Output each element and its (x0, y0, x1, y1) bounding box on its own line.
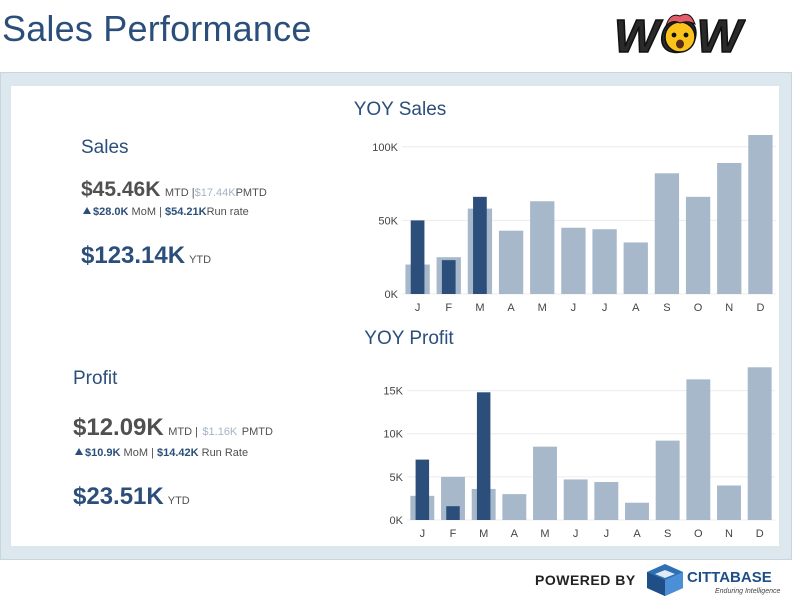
bar-prior-year (561, 227, 586, 294)
sales-ytd-value: $123.14K (81, 242, 186, 269)
bar-prior-year (685, 196, 711, 294)
bar-prior-year (502, 494, 527, 520)
x-tick-label: M (540, 528, 549, 540)
profit-ytd-value: $23.51K (73, 483, 164, 510)
profit-run-rate-value: $14.42K (156, 447, 199, 459)
y-tick-label: 15K (383, 386, 403, 398)
bar-prior-year (498, 230, 524, 294)
sales-pmtd-value: $17.44K (194, 187, 236, 199)
x-tick-label: M (475, 302, 484, 314)
sales-mom-row: $28.0K MoM | $54.21KRun rate (83, 206, 249, 218)
y-tick-label: 0K (385, 289, 399, 301)
y-tick-label: 0K (390, 515, 404, 527)
cittabase-logo: CITTABASE Enduring Intelligence (647, 564, 780, 596)
x-tick-label: J (415, 302, 421, 314)
sales-mom-value: $28.0K (93, 206, 129, 218)
profit-mom-label: MoM | (123, 447, 154, 459)
x-tick-label: J (604, 528, 610, 540)
profit-mtd-label: MTD | (168, 426, 198, 438)
powered-by-label: POWERED BY (535, 572, 636, 588)
profit-ytd-label: YTD (167, 495, 190, 507)
sales-ytd: $123.14K YTD (81, 242, 211, 270)
bar-prior-year (563, 479, 588, 520)
sales-mtd-label: MTD | (164, 187, 195, 199)
brand-tagline: Enduring Intelligence (715, 588, 780, 595)
x-tick-label: N (725, 528, 733, 540)
x-tick-label: F (450, 528, 457, 540)
x-tick-label: J (573, 528, 579, 540)
profit-heading: Profit (73, 368, 118, 389)
x-tick-label: S (664, 528, 671, 540)
bar-prior-year (530, 201, 555, 294)
bar-prior-year (623, 242, 648, 294)
sales-ytd-label: YTD (189, 254, 212, 266)
bar-prior-year (592, 229, 617, 294)
x-tick-label: A (511, 528, 519, 540)
y-tick-label: 10K (383, 429, 403, 441)
x-tick-label: O (694, 302, 703, 314)
x-tick-label: D (756, 528, 764, 540)
y-tick-label: 100K (372, 142, 398, 154)
bar-current-year (476, 392, 491, 520)
profit-ytd: $23.51K YTD (73, 483, 190, 511)
mind-blown-emoji-icon (664, 13, 696, 53)
profit-chart-title: YOY Profit (364, 328, 454, 349)
x-tick-label: J (602, 302, 608, 314)
x-tick-label: D (756, 302, 764, 314)
bar-prior-year (717, 485, 741, 520)
bar-current-year (473, 196, 487, 294)
profit-pmtd-value: $1.16K (202, 426, 238, 438)
dashboard-card (11, 86, 779, 546)
sales-pmtd-label: PMTD (235, 187, 267, 199)
bar-prior-year (594, 482, 619, 520)
bar-current-year (446, 506, 460, 520)
bar-prior-year (717, 162, 742, 294)
sales-run-rate-value: $54.21K (164, 206, 207, 218)
x-tick-label: J (571, 302, 577, 314)
profit-mtd-row: $12.09K MTD | $1.16K PMTD (73, 414, 273, 442)
sales-mtd-value: $45.46K (81, 178, 161, 201)
sales-mom-label: MoM | (131, 206, 162, 218)
wow-logo: WOW (614, 9, 746, 60)
cube-icon (647, 564, 683, 596)
bar-prior-year (748, 135, 773, 294)
bar-prior-year (533, 446, 557, 520)
profit-mom-value: $10.9K (85, 447, 121, 459)
bar-prior-year (655, 440, 680, 520)
page-title: Sales Performance (2, 8, 312, 49)
yoy-profit-chart: 0K 5K 10K 15K J F M A M J J A S O N D (383, 367, 775, 540)
bar-current-year (441, 260, 456, 294)
y-tick-label: 5K (390, 472, 404, 484)
profit-mtd-value: $12.09K (73, 414, 164, 441)
x-tick-label: N (725, 302, 733, 314)
bar-prior-year (686, 379, 711, 520)
x-tick-label: O (694, 528, 703, 540)
sales-mtd-row: $45.46K MTD |$17.44KPMTD (81, 178, 267, 202)
x-tick-label: F (445, 302, 452, 314)
profit-pmtd-label: PMTD (241, 426, 273, 438)
up-arrow-icon (75, 448, 83, 455)
x-tick-label: A (632, 302, 640, 314)
bar-current-year (415, 459, 430, 520)
x-tick-label: A (507, 302, 515, 314)
brand-name: CITTABASE (687, 569, 772, 586)
sales-chart-title: YOY Sales (353, 99, 447, 120)
y-tick-label: 50K (378, 215, 398, 227)
x-tick-label: S (663, 302, 670, 314)
profit-run-rate-label: Run Rate (201, 447, 249, 459)
up-arrow-icon (83, 207, 91, 214)
bar-prior-year (625, 502, 649, 520)
bar-prior-year (747, 367, 772, 520)
yoy-sales-chart: 0K 50K 100K J F M A M J J A S O N D (372, 135, 776, 314)
bar-current-year (410, 220, 425, 294)
x-tick-label: J (420, 528, 426, 540)
x-tick-label: M (538, 302, 547, 314)
sales-run-rate-label: Run rate (206, 206, 249, 218)
sales-heading: Sales (81, 137, 129, 158)
x-tick-label: A (633, 528, 641, 540)
profit-mom-row: $10.9K MoM | $14.42K Run Rate (75, 447, 248, 459)
x-tick-label: M (479, 528, 488, 540)
bar-prior-year (654, 173, 680, 294)
